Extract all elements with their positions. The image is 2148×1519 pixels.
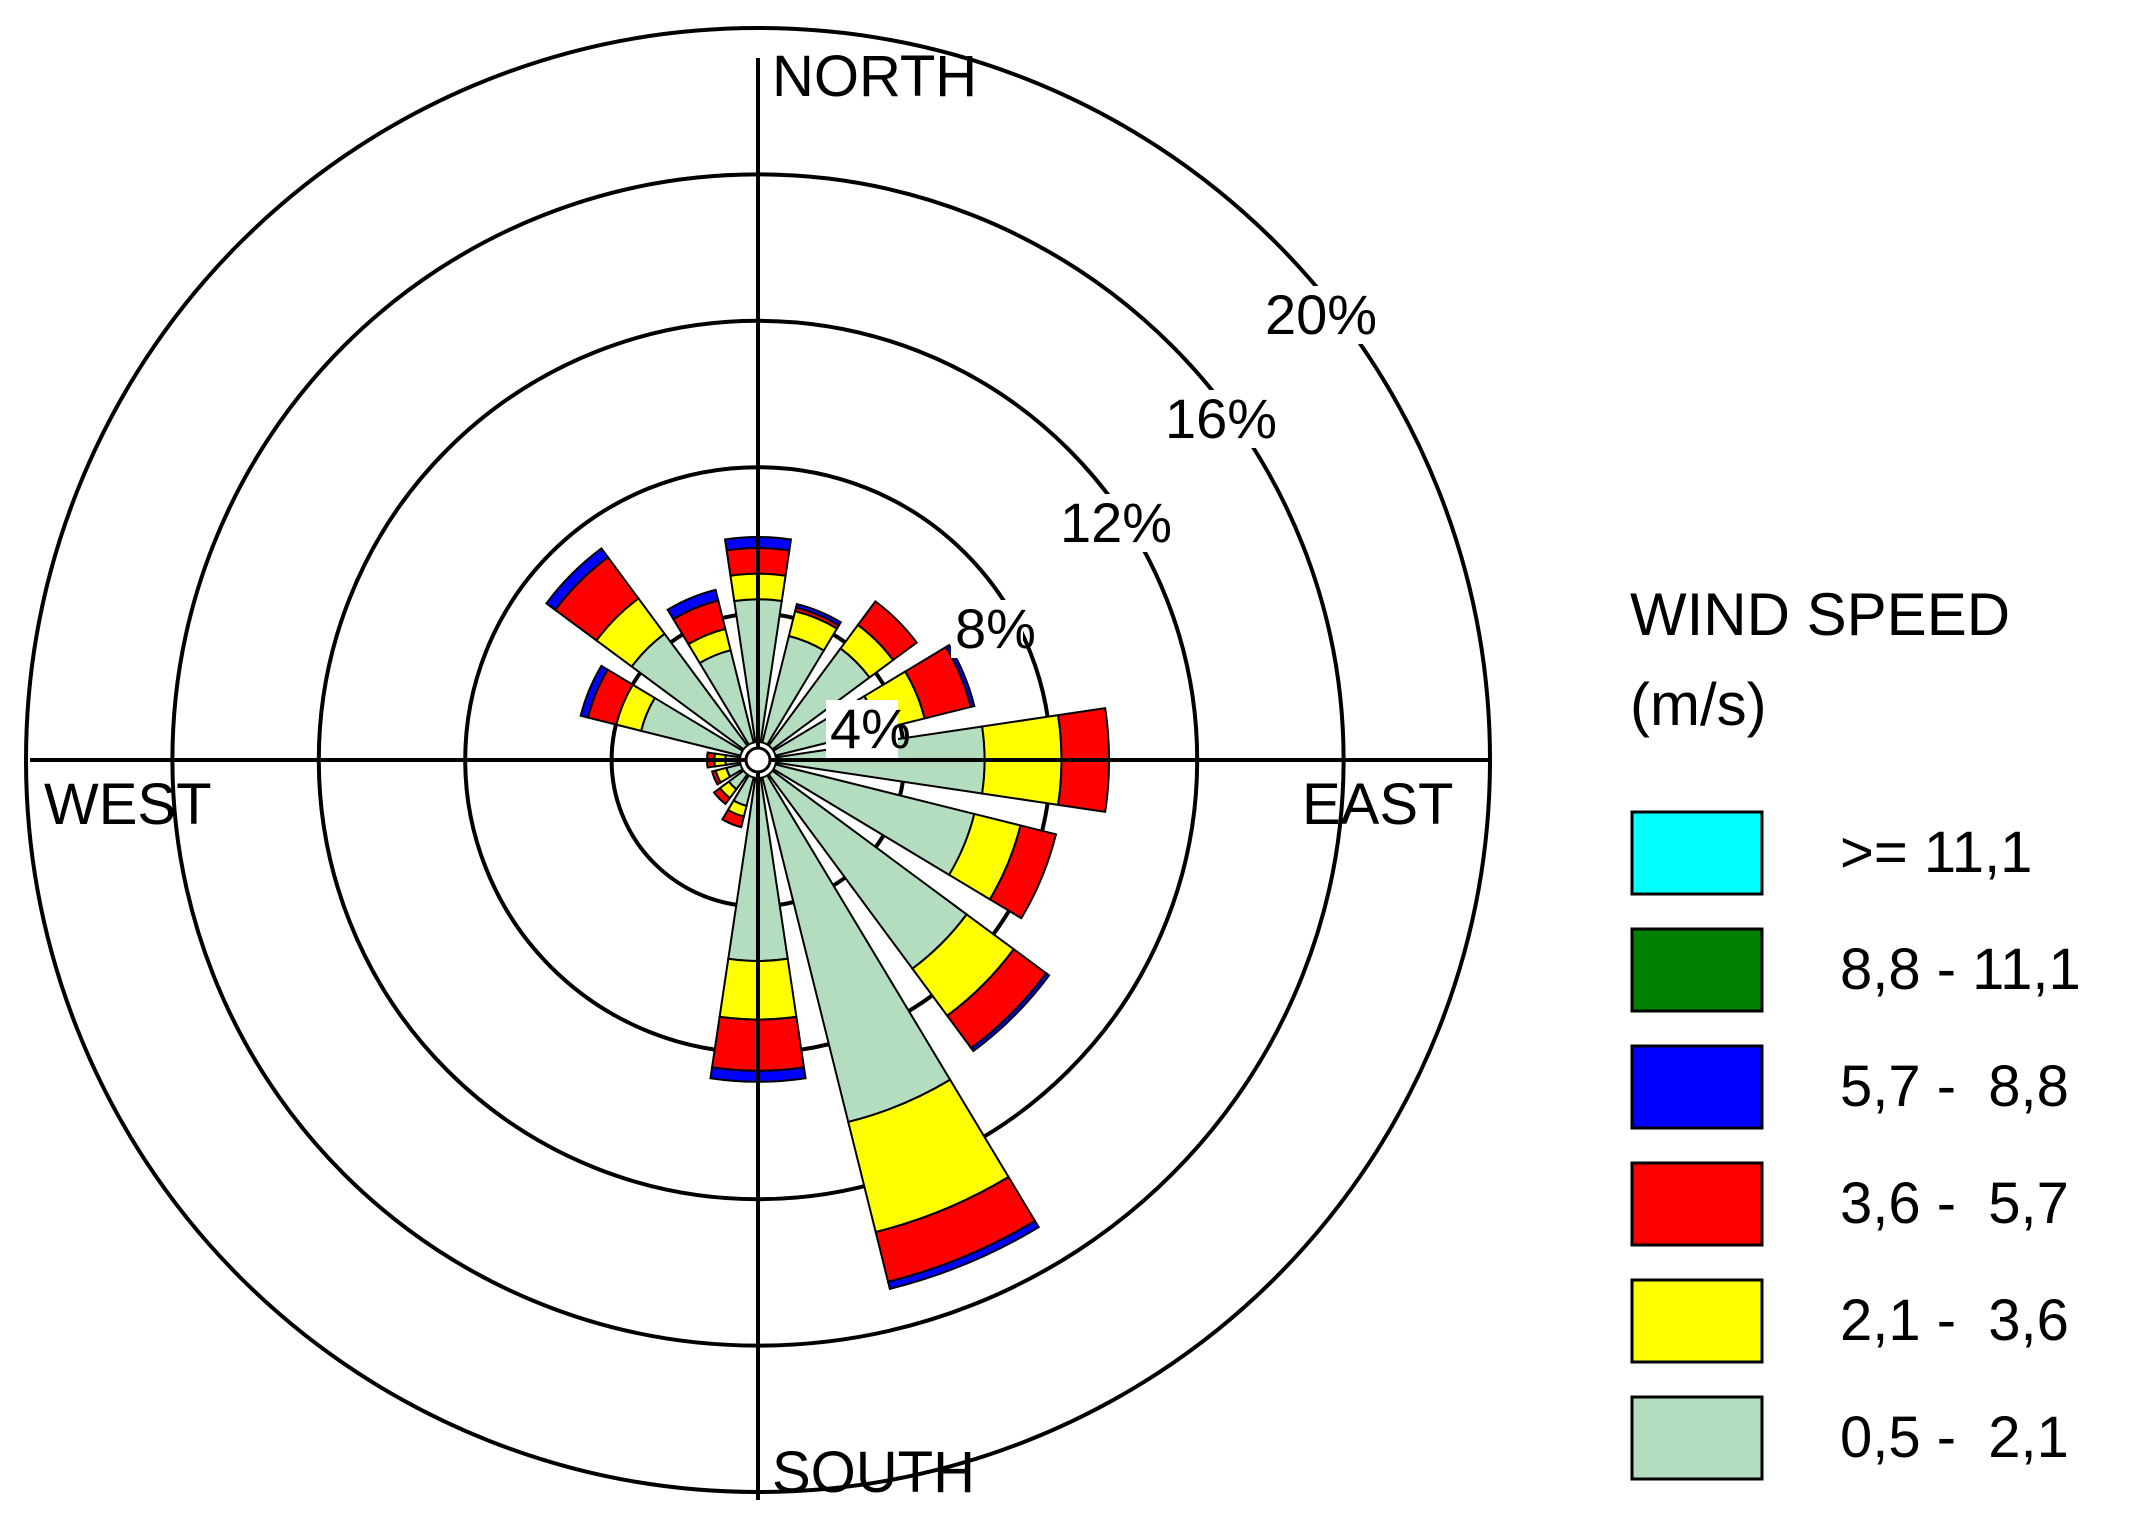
petal-247.5deg bbox=[710, 763, 744, 786]
petal-segment bbox=[666, 588, 720, 621]
petal-337.5deg bbox=[666, 588, 755, 746]
petal-segment bbox=[545, 547, 610, 612]
petal-135deg bbox=[767, 769, 1051, 1053]
ring-label-bg bbox=[1161, 390, 1264, 448]
legend-label: 5,7 - 8,8 bbox=[1840, 1054, 2069, 1119]
legend-items: >= 11,1 8,8 - 11,1 5,7 - 8,8 3,6 - 5,7 2,1 -… bbox=[1630, 810, 2081, 1481]
compass-north-label: NORTH bbox=[772, 44, 977, 109]
compass-west-label: WEST bbox=[44, 772, 212, 837]
legend-swatch bbox=[1630, 1395, 1764, 1481]
legend: WIND SPEED (m/s) >= 11,1 8,8 - 11,1 5,7 - … bbox=[1630, 581, 2081, 1481]
legend-swatch bbox=[1630, 1044, 1764, 1130]
legend-label: 8,8 - 11,1 bbox=[1840, 937, 2081, 1002]
legend-label: 2,1 - 3,6 bbox=[1840, 1288, 2069, 1353]
ring-label: 4% bbox=[830, 697, 911, 760]
center-hub bbox=[744, 746, 772, 774]
ring-label-bg bbox=[1056, 494, 1159, 552]
axes-layer bbox=[30, 58, 1490, 1500]
petals-layer bbox=[545, 536, 1110, 1291]
ring-label: 12% bbox=[1060, 491, 1172, 554]
ring-labels: 4% 8% 12% 16% 20% bbox=[826, 283, 1377, 760]
petal-segment bbox=[579, 664, 610, 719]
petal-segment bbox=[886, 1219, 1041, 1291]
ring-label: 16% bbox=[1165, 387, 1277, 450]
petal-45deg bbox=[767, 599, 919, 751]
ring-label-bg bbox=[1261, 286, 1364, 344]
legend-label: 3,6 - 5,7 bbox=[1840, 1171, 2069, 1236]
legend-swatch bbox=[1630, 810, 1764, 896]
ring-label-bg bbox=[951, 600, 1023, 658]
legend-label: 0,5 - 2,1 bbox=[1840, 1405, 2069, 1470]
petal-segment bbox=[712, 786, 732, 806]
legend-label: >= 11,1 bbox=[1840, 820, 2032, 885]
petal-22.5deg bbox=[761, 602, 843, 746]
petal-segment bbox=[794, 602, 843, 627]
petal-segment bbox=[710, 769, 722, 786]
petal-225deg bbox=[712, 769, 749, 806]
petal-202.5deg bbox=[720, 774, 755, 829]
petal-157.5deg bbox=[761, 774, 1041, 1291]
petal-segment bbox=[969, 971, 1051, 1053]
compass-south-label: SOUTH bbox=[772, 1440, 975, 1505]
petal-112.5deg bbox=[772, 763, 1058, 920]
legend-swatch bbox=[1630, 927, 1764, 1013]
compass-east-label: EAST bbox=[1302, 772, 1454, 837]
ring-label-bg bbox=[826, 700, 898, 758]
legend-swatch bbox=[1630, 1278, 1764, 1364]
labels-layer: NORTH SOUTH WEST EAST 4% 8% 12% 16% 20% bbox=[44, 44, 1454, 1505]
ring-label: 8% bbox=[955, 597, 1036, 660]
legend-title-line2: (m/s) bbox=[1630, 671, 1767, 738]
petal-292.5deg bbox=[579, 664, 744, 757]
legend-title-line1: WIND SPEED bbox=[1630, 581, 2010, 648]
petal-315deg bbox=[545, 547, 749, 751]
ring-label: 20% bbox=[1265, 283, 1377, 346]
legend-swatch bbox=[1630, 1161, 1764, 1247]
petal-segment bbox=[988, 824, 1058, 920]
petal-segment bbox=[720, 808, 746, 829]
petal-segment bbox=[856, 599, 919, 662]
